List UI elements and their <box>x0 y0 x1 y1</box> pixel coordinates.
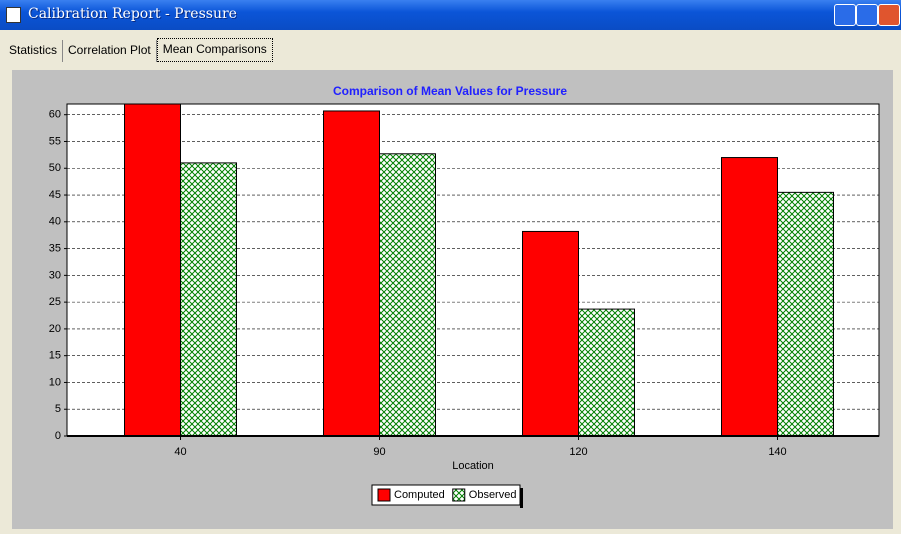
y-tick-label: 35 <box>49 242 61 254</box>
bar <box>124 103 181 437</box>
y-tick-label: 10 <box>49 376 61 388</box>
title-bar: Calibration Report - Pressure <box>0 0 901 30</box>
y-tick-label: 25 <box>49 296 61 308</box>
legend: Computed Observed <box>371 484 523 508</box>
x-tick-label: 40 <box>174 446 186 458</box>
minimize-button[interactable] <box>834 4 856 26</box>
chart-title: Comparison of Mean Values for Pressure <box>333 84 567 98</box>
y-tick-label: 45 <box>49 189 61 201</box>
bar <box>180 162 237 437</box>
tab[interactable]: Mean Comparisons <box>156 38 273 62</box>
window-icon <box>6 7 21 23</box>
x-tick-label: 140 <box>768 446 786 458</box>
tab-strip: Statistics Correlation Plot Mean Compari… <box>4 38 273 62</box>
x-tick-label: 120 <box>569 446 587 458</box>
close-button[interactable] <box>878 4 900 26</box>
chart-panel: Comparison of Mean Values for Pressure L… <box>12 70 893 529</box>
legend-label: Computed <box>394 489 445 501</box>
bar <box>578 308 635 437</box>
legend-label: Observed <box>469 489 517 501</box>
legend-shadow <box>520 488 523 508</box>
y-tick-label: 15 <box>49 350 61 362</box>
x-tick-label: 90 <box>373 446 385 458</box>
chart: Comparison of Mean Values for Pressure L… <box>49 84 880 508</box>
y-tick-label: 50 <box>49 162 61 174</box>
bar <box>522 230 579 437</box>
bar <box>379 153 436 437</box>
bar <box>323 110 380 437</box>
y-tick-label: 60 <box>49 109 61 121</box>
y-tick-label: 30 <box>49 269 61 281</box>
bar <box>777 191 834 437</box>
bar <box>721 157 778 437</box>
legend-swatch <box>452 488 466 502</box>
y-tick-label: 0 <box>55 430 61 442</box>
window-title: Calibration Report - Pressure <box>28 6 237 22</box>
x-axis-label: Location <box>452 460 494 472</box>
y-tick-label: 5 <box>55 403 61 415</box>
legend-swatch <box>377 488 391 502</box>
y-tick-label: 55 <box>49 135 61 147</box>
y-tick-label: 40 <box>49 216 61 228</box>
tab[interactable]: Correlation Plot <box>63 40 157 62</box>
y-tick-label: 20 <box>49 323 61 335</box>
maximize-button[interactable] <box>856 4 878 26</box>
tab[interactable]: Statistics <box>4 40 64 62</box>
